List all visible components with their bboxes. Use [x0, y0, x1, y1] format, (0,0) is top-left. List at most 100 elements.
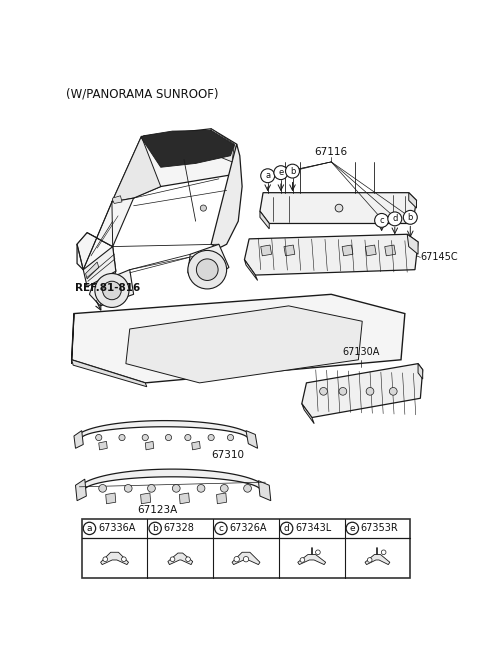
Text: a: a: [265, 171, 270, 180]
Polygon shape: [145, 441, 154, 450]
Circle shape: [119, 434, 125, 441]
Polygon shape: [77, 198, 133, 270]
Text: 67328: 67328: [164, 523, 194, 533]
Circle shape: [99, 485, 107, 492]
Text: c: c: [379, 216, 384, 225]
Polygon shape: [211, 144, 242, 248]
Polygon shape: [260, 211, 269, 229]
Polygon shape: [365, 554, 390, 565]
Circle shape: [320, 388, 327, 395]
Polygon shape: [302, 363, 423, 417]
Text: REF.81-816: REF.81-816: [75, 283, 141, 293]
Text: c: c: [218, 524, 223, 533]
Circle shape: [172, 485, 180, 492]
Polygon shape: [76, 420, 253, 438]
Polygon shape: [284, 245, 295, 256]
Polygon shape: [99, 441, 107, 450]
Polygon shape: [409, 193, 417, 208]
Polygon shape: [77, 233, 116, 287]
Circle shape: [208, 434, 214, 441]
Polygon shape: [85, 262, 99, 279]
Polygon shape: [261, 245, 272, 256]
Circle shape: [339, 388, 347, 395]
Polygon shape: [302, 403, 314, 424]
Text: 67336A: 67336A: [98, 523, 135, 533]
Polygon shape: [72, 359, 147, 387]
Polygon shape: [192, 441, 200, 450]
Text: 67116: 67116: [315, 147, 348, 157]
Text: b: b: [152, 524, 158, 533]
Polygon shape: [168, 553, 192, 565]
Circle shape: [124, 485, 132, 492]
Polygon shape: [216, 493, 227, 504]
Circle shape: [185, 434, 191, 441]
Circle shape: [186, 557, 191, 562]
Text: e: e: [349, 524, 355, 533]
Polygon shape: [385, 245, 396, 256]
Polygon shape: [113, 195, 122, 203]
Circle shape: [197, 485, 205, 492]
Circle shape: [96, 434, 102, 441]
Circle shape: [103, 281, 121, 300]
Circle shape: [403, 211, 417, 224]
Polygon shape: [72, 295, 405, 383]
Circle shape: [300, 558, 305, 562]
Circle shape: [286, 164, 300, 178]
Circle shape: [95, 274, 129, 308]
Polygon shape: [142, 131, 234, 167]
Polygon shape: [74, 430, 83, 448]
Circle shape: [170, 557, 175, 562]
Polygon shape: [258, 481, 271, 501]
Circle shape: [244, 485, 252, 492]
Text: 67326A: 67326A: [229, 523, 267, 533]
Circle shape: [389, 388, 397, 395]
Circle shape: [346, 522, 359, 535]
Circle shape: [103, 557, 108, 562]
Text: 67123A: 67123A: [137, 504, 178, 514]
Polygon shape: [89, 270, 133, 306]
Circle shape: [388, 212, 402, 226]
Polygon shape: [365, 245, 376, 256]
Text: d: d: [392, 215, 397, 223]
Circle shape: [215, 522, 227, 535]
Circle shape: [166, 434, 172, 441]
Polygon shape: [246, 430, 258, 448]
Polygon shape: [298, 554, 325, 565]
Circle shape: [381, 550, 386, 554]
Circle shape: [367, 558, 372, 562]
Polygon shape: [180, 493, 190, 504]
Text: b: b: [290, 167, 295, 176]
Circle shape: [188, 251, 227, 289]
Circle shape: [243, 556, 249, 562]
Text: 67145C: 67145C: [420, 253, 458, 262]
Polygon shape: [207, 129, 234, 162]
Circle shape: [149, 522, 161, 535]
Text: 67353R: 67353R: [361, 523, 398, 533]
Polygon shape: [106, 493, 116, 504]
Circle shape: [274, 166, 288, 180]
Circle shape: [228, 434, 234, 441]
Polygon shape: [78, 469, 266, 489]
Circle shape: [234, 556, 240, 562]
Circle shape: [200, 205, 206, 211]
Polygon shape: [112, 136, 161, 202]
Polygon shape: [72, 314, 74, 363]
Text: 67343L: 67343L: [295, 523, 331, 533]
Circle shape: [142, 434, 148, 441]
Polygon shape: [126, 306, 362, 383]
Circle shape: [196, 259, 218, 281]
Polygon shape: [188, 244, 229, 285]
Polygon shape: [141, 493, 151, 504]
Polygon shape: [101, 552, 129, 565]
Text: 67310: 67310: [211, 450, 244, 460]
Polygon shape: [342, 245, 353, 256]
Circle shape: [375, 213, 389, 228]
Text: d: d: [284, 524, 289, 533]
Text: 67130A: 67130A: [342, 348, 379, 358]
Polygon shape: [407, 234, 418, 255]
Text: e: e: [278, 168, 284, 177]
Text: (W/PANORAMA SUNROOF): (W/PANORAMA SUNROOF): [66, 88, 219, 101]
Circle shape: [83, 522, 96, 535]
Circle shape: [366, 388, 374, 395]
Polygon shape: [75, 479, 86, 501]
